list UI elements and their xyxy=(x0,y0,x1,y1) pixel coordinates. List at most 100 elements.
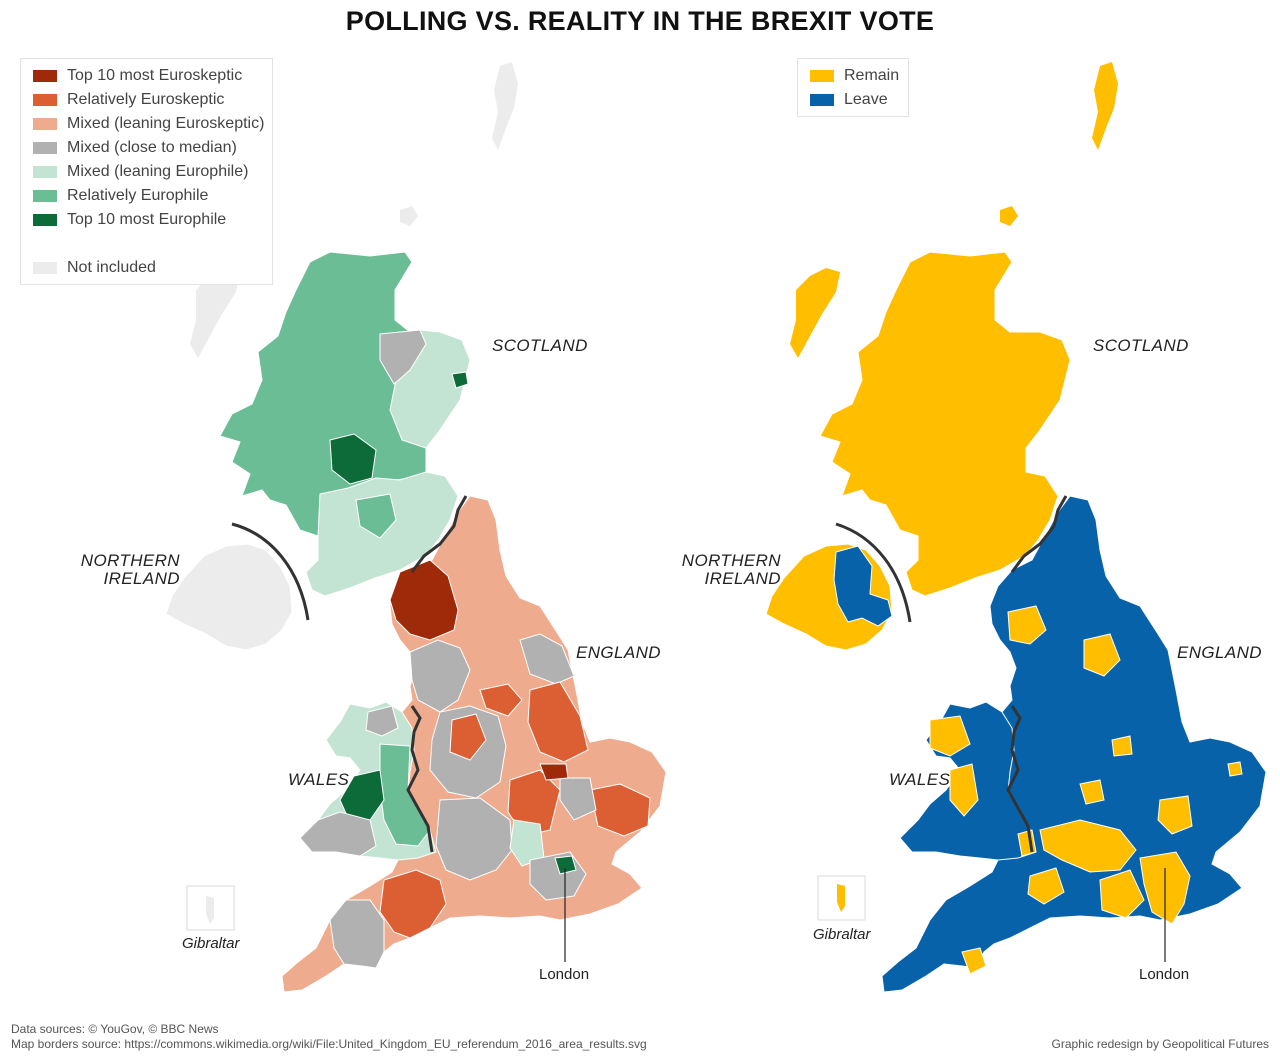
legend-label: Relatively Europhile xyxy=(67,187,209,204)
footer-sources: Data sources: © YouGov, © BBC News Map b… xyxy=(11,1022,771,1052)
birmingham-area-region xyxy=(449,713,487,761)
legend-item-top10-europhile: Top 10 most Europhile xyxy=(33,211,226,229)
gwynedd-remain-region xyxy=(929,715,971,757)
scotland-border-line xyxy=(410,495,468,573)
devon-region xyxy=(329,899,385,969)
south-wales-region xyxy=(299,811,377,857)
ni-leave-region xyxy=(833,545,893,627)
legend-polling: Top 10 most Euroskeptic Relatively Euros… xyxy=(20,58,273,285)
derbyshire-region xyxy=(479,683,523,717)
oxford-remain-region xyxy=(1039,819,1137,873)
somerset-region xyxy=(379,869,447,939)
lanarkshire-region xyxy=(355,493,397,539)
left-map xyxy=(165,62,667,993)
north-west-region xyxy=(409,639,471,713)
moray-region xyxy=(379,329,427,385)
footer-data-sources: Data sources: © YouGov, © BBC News xyxy=(11,1022,219,1036)
ni-separator-arc xyxy=(231,522,310,621)
label-wales-left: WALES xyxy=(288,770,350,789)
chart-title: POLLING VS. REALITY IN THE BREXIT VOTE xyxy=(345,6,935,36)
legend-label: Top 10 most Euroskeptic xyxy=(67,67,243,84)
leicester-remain-region xyxy=(1111,735,1133,757)
cumbria-region xyxy=(389,559,459,641)
label-northern-ireland-left: NORTHERN IRELAND xyxy=(80,551,180,588)
hampshire-remain-region xyxy=(1099,869,1145,919)
legend-label: Mixed (leaning Europhile) xyxy=(67,163,249,180)
scotland-region xyxy=(819,251,1071,597)
label-england-left: ENGLAND xyxy=(576,643,661,662)
label-gibraltar-right: Gibraltar xyxy=(813,926,871,943)
legend-label: Mixed (close to median) xyxy=(67,139,237,156)
warwick-remain-region xyxy=(1079,779,1105,805)
footer-map-source: Map borders source: https://commons.wiki… xyxy=(11,1037,647,1051)
york-remain-region xyxy=(1083,633,1121,677)
northern-ireland-region xyxy=(165,543,293,651)
orkney-region xyxy=(400,206,418,226)
orkney-region xyxy=(1000,206,1018,226)
ni-separator-arc xyxy=(835,522,912,623)
label-wales-right: WALES xyxy=(889,770,951,789)
cambridgeshire-region xyxy=(559,777,597,821)
legend-swatch xyxy=(810,70,834,82)
gibraltar-shape xyxy=(837,884,845,912)
lincolnshire-region xyxy=(527,681,589,763)
northamptonshire-region xyxy=(507,769,561,837)
wales-border-line xyxy=(1006,705,1034,853)
label-london-right: London xyxy=(1139,966,1190,983)
legend-swatch xyxy=(33,214,57,226)
east-riding-region xyxy=(519,633,575,685)
legend-swatch xyxy=(33,118,57,130)
aberdeen-region xyxy=(451,371,469,389)
label-northern-ireland-right: NORTHERN IRELAND xyxy=(681,551,781,588)
label-london-left: London xyxy=(539,966,590,983)
north-wales-region xyxy=(365,705,399,737)
legend-result: Remain Leave xyxy=(797,58,909,117)
legend-label: Mixed (leaning Euroskeptic) xyxy=(67,115,265,132)
legend-swatch xyxy=(33,262,57,274)
hebrides-region xyxy=(790,268,840,358)
legend-item-mixed-median: Mixed (close to median) xyxy=(33,139,237,157)
oxfordshire-region xyxy=(435,797,513,881)
cumbria-remain-region xyxy=(1007,605,1047,645)
legend-swatch xyxy=(33,94,57,106)
cambridge-remain-region xyxy=(1157,795,1193,835)
ceredigion-remain-region xyxy=(949,763,979,817)
legend-label: Remain xyxy=(844,67,900,84)
wales-border-line xyxy=(406,705,434,853)
exeter-remain-region xyxy=(961,947,987,975)
legend-item-mixed-euroskeptic: Mixed (leaning Euroskeptic) xyxy=(33,115,264,133)
london-region xyxy=(554,855,577,875)
legend-swatch xyxy=(33,142,57,154)
suffolk-region xyxy=(589,783,651,837)
legend-item-relatively-europhile: Relatively Europhile xyxy=(33,187,208,205)
shetland-region xyxy=(492,62,518,150)
legend-item-not-included: Not included xyxy=(33,259,156,277)
shetland-region xyxy=(1092,62,1118,150)
gibraltar-shape xyxy=(206,896,214,924)
legend-item-relatively-euroskeptic: Relatively Euroskeptic xyxy=(33,91,224,109)
boston-region xyxy=(539,763,569,781)
legend-label: Top 10 most Europhile xyxy=(67,211,227,228)
label-scotland-right: SCOTLAND xyxy=(1093,336,1189,355)
legend-item-leave: Leave xyxy=(810,91,888,109)
bristol-remain-region xyxy=(1027,867,1065,905)
norwich-remain-region xyxy=(1227,761,1243,777)
scotland-border-line xyxy=(1010,495,1068,573)
footer-credit: Graphic redesign by Geopolitical Futures xyxy=(1051,1037,1269,1051)
legend-label: Relatively Euroskeptic xyxy=(67,91,225,108)
legend-label: Not included xyxy=(67,259,156,276)
label-england-right: ENGLAND xyxy=(1177,643,1262,662)
legend-swatch xyxy=(33,166,57,178)
stirling-region xyxy=(329,433,377,485)
legend-item-top10-euroskeptic: Top 10 most Euroskeptic xyxy=(33,67,242,85)
legend-item-mixed-europhile: Mixed (leaning Europhile) xyxy=(33,163,248,181)
legend-swatch xyxy=(810,94,834,106)
powys-region xyxy=(379,743,431,847)
right-map xyxy=(765,62,1267,993)
legend-label: Leave xyxy=(844,91,888,108)
legend-item-remain: Remain xyxy=(810,67,899,85)
label-scotland-left: SCOTLAND xyxy=(492,336,588,355)
legend-swatch xyxy=(33,190,57,202)
legend-swatch xyxy=(33,70,57,82)
